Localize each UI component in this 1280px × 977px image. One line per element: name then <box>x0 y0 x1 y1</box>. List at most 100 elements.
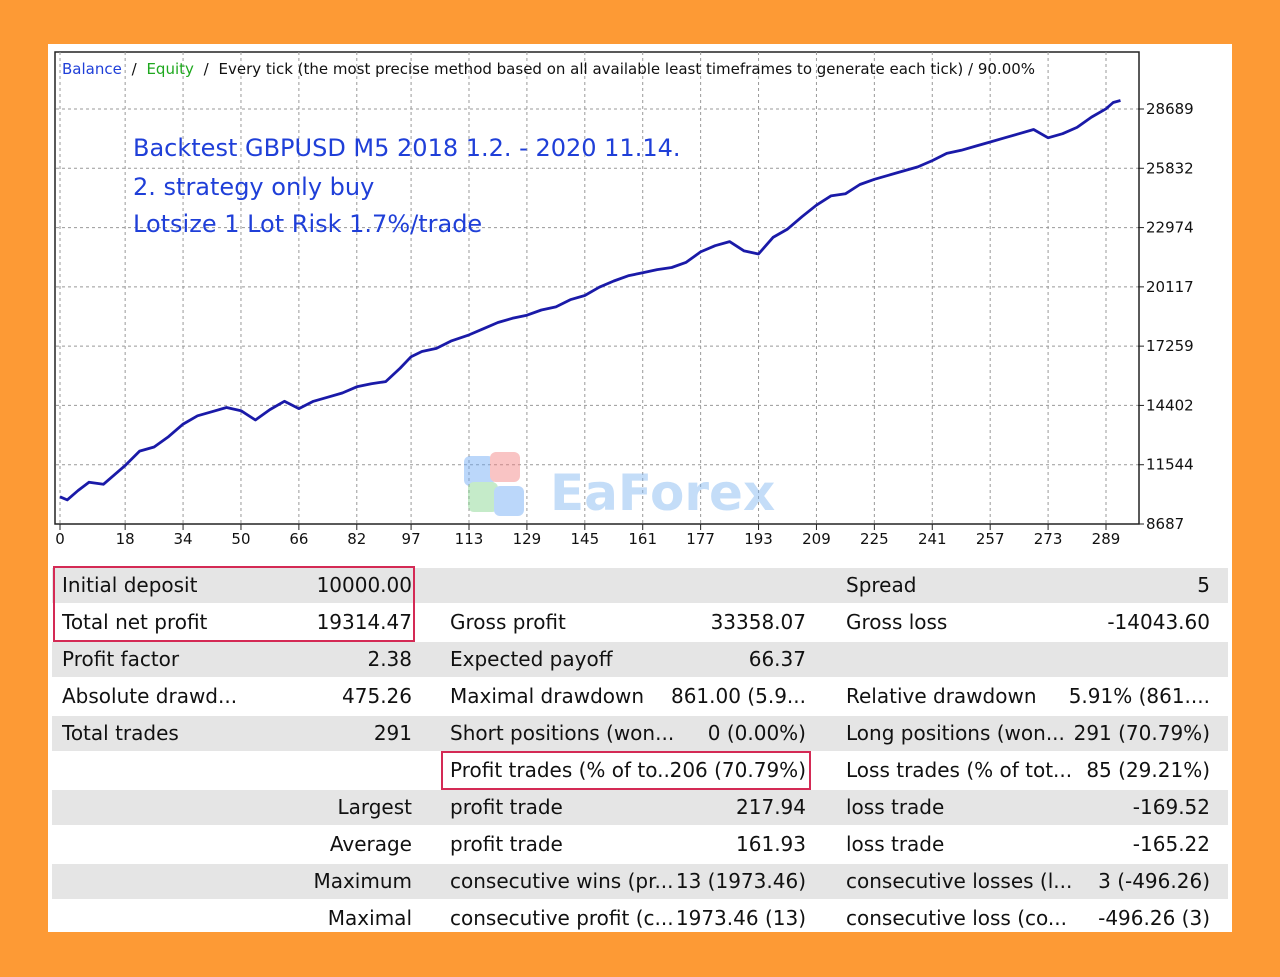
stats-row: Largest profit trade 217.94 loss trade -169.… <box>52 790 1228 825</box>
x-tick-label: 145 <box>570 530 599 548</box>
x-tick-label: 82 <box>347 530 366 548</box>
x-tick-label: 241 <box>918 530 947 548</box>
col3-label: loss trade <box>846 832 945 856</box>
col2-label: Profit trades (% of to... <box>450 758 677 782</box>
y-tick-label: 14402 <box>1146 396 1194 414</box>
col1-label: Total net profit <box>62 610 208 634</box>
x-tick-label: 66 <box>289 530 308 548</box>
col2-label <box>450 568 680 603</box>
y-tick-label: 8687 <box>1146 515 1184 533</box>
col1-value: Maximum <box>313 869 412 893</box>
col1-value: 291 <box>373 721 412 745</box>
col1-label <box>62 753 262 788</box>
x-tick-label: 0 <box>55 530 65 548</box>
header-sep-2: / <box>204 60 210 78</box>
col2-value: 0 (0.00%) <box>707 721 806 745</box>
series-layer <box>59 99 1121 502</box>
col3-value: 5.91% (861.... <box>1068 684 1210 708</box>
x-tick-label: 225 <box>860 530 889 548</box>
col1-value: Largest <box>337 795 412 819</box>
col3-value: -165.22 <box>1132 832 1210 856</box>
col2-value: 1973.46 (13) <box>675 906 806 930</box>
col2-value: 13 (1973.46) <box>675 869 806 893</box>
col1-label <box>62 864 262 899</box>
col2-label: profit trade <box>450 795 563 819</box>
annotation-line-1: Backtest GBPUSD M5 2018 1.2. - 2020 11.1… <box>133 134 681 162</box>
x-tick-label: 113 <box>455 530 484 548</box>
stats-row: Total net profit 19314.47 Gross profit 3335… <box>52 605 1228 640</box>
x-tick-label: 257 <box>976 530 1005 548</box>
x-tick-label: 177 <box>686 530 715 548</box>
col1-value: 475.26 <box>342 684 412 708</box>
x-tick-label: 209 <box>802 530 831 548</box>
eaforex-watermark: EaForex <box>464 452 775 522</box>
y-tick-label: 22974 <box>1146 219 1194 237</box>
stats-row: Profit trades (% of to... 206 (70.79%) Los… <box>52 753 1228 788</box>
col3-value <box>1052 642 1210 677</box>
col2-value: 33358.07 <box>710 610 806 634</box>
col1-label <box>62 790 262 825</box>
x-tick-label: 50 <box>231 530 250 548</box>
watermark-text: EaForex <box>550 464 775 522</box>
y-axis: 28689 25832 22974 20117 17259 14402 11544 8687 <box>1138 100 1194 533</box>
col2-value: 206 (70.79%) <box>669 758 806 782</box>
y-tick-label: 20117 <box>1146 278 1194 296</box>
col1-value: 19314.47 <box>316 610 412 634</box>
col3-label: consecutive losses (l... <box>846 869 1073 893</box>
header-sep-1: / <box>132 60 138 78</box>
col3-label: loss trade <box>846 795 945 819</box>
stats-row: Profit factor 2.38 Expected payoff 66.37 <box>52 642 1228 677</box>
col2-value: 66.37 <box>748 647 806 671</box>
col3-value: -169.52 <box>1132 795 1210 819</box>
col2-label: Maximal drawdown <box>450 684 645 708</box>
col3-label: Relative drawdown <box>846 684 1037 708</box>
col1-label <box>62 827 262 862</box>
stats-row: Absolute drawd... 475.26 Maximal drawdown 8… <box>52 679 1228 714</box>
col1-label: Initial deposit <box>62 573 198 597</box>
x-tick-label: 97 <box>402 530 421 548</box>
col3-value: -14043.60 <box>1107 610 1210 634</box>
col1-value <box>257 753 412 788</box>
col3-value: 291 (70.79%) <box>1073 721 1210 745</box>
col3-value: -496.26 (3) <box>1098 906 1210 930</box>
x-tick-label: 129 <box>513 530 542 548</box>
col2-label: consecutive wins (pr... <box>450 869 674 893</box>
balance-chart: 286892583222974201171725914402115448687 … <box>54 51 1194 548</box>
y-tick-label: 28689 <box>1146 100 1194 118</box>
col1-label: Profit factor <box>62 647 180 671</box>
y-tick-label: 17259 <box>1146 337 1194 355</box>
chart-header: Balance / Equity / Every tick (the most … <box>62 60 1035 78</box>
col3-label: Spread <box>846 573 917 597</box>
results-table: Initial deposit 10000.00 Spread 5 Total net … <box>48 566 1232 932</box>
col1-label: Total trades <box>62 721 179 745</box>
col2-value <box>652 568 806 603</box>
col2-label: Gross profit <box>450 610 566 634</box>
col3-value: 85 (29.21%) <box>1086 758 1210 782</box>
col3-label <box>846 642 1076 677</box>
x-tick-label: 34 <box>174 530 193 548</box>
stats-row: Initial deposit 10000.00 Spread 5 <box>52 568 1228 603</box>
stats-row: Total trades 291 Short positions (won... 0 … <box>52 716 1228 751</box>
x-tick-label: 161 <box>628 530 657 548</box>
col3-label: Long positions (won... <box>846 721 1065 745</box>
col3-label: Gross loss <box>846 610 948 634</box>
y-tick-label: 11544 <box>1146 456 1194 474</box>
annotation-line-2: 2. strategy only buy <box>133 173 374 201</box>
col1-value: Average <box>329 832 412 856</box>
stats-row: Average profit trade 161.93 loss trade -165.… <box>52 827 1228 862</box>
col2-label: Expected payoff <box>450 647 613 671</box>
test-model-text: Every tick (the most precise method base… <box>219 60 1036 78</box>
col2-value: 861.00 (5.9... <box>670 684 806 708</box>
x-tick-label: 289 <box>1092 530 1121 548</box>
col1-value: 2.38 <box>367 647 412 671</box>
col3-value: 5 <box>1197 573 1210 597</box>
annotation-line-3: Lotsize 1 Lot Risk 1.7%/trade <box>133 210 482 238</box>
y-tick-label: 25832 <box>1146 159 1194 177</box>
col3-value: 3 (-496.26) <box>1098 869 1210 893</box>
x-tick-label: 273 <box>1034 530 1063 548</box>
col1-label <box>62 901 262 936</box>
col2-label: consecutive profit (c... <box>450 906 674 930</box>
col2-label: profit trade <box>450 832 563 856</box>
eaforex-logo-icon <box>464 452 524 516</box>
report-panel: 28689 25832 22974 20117 17259 14402 11544 8687 … <box>48 44 1232 932</box>
